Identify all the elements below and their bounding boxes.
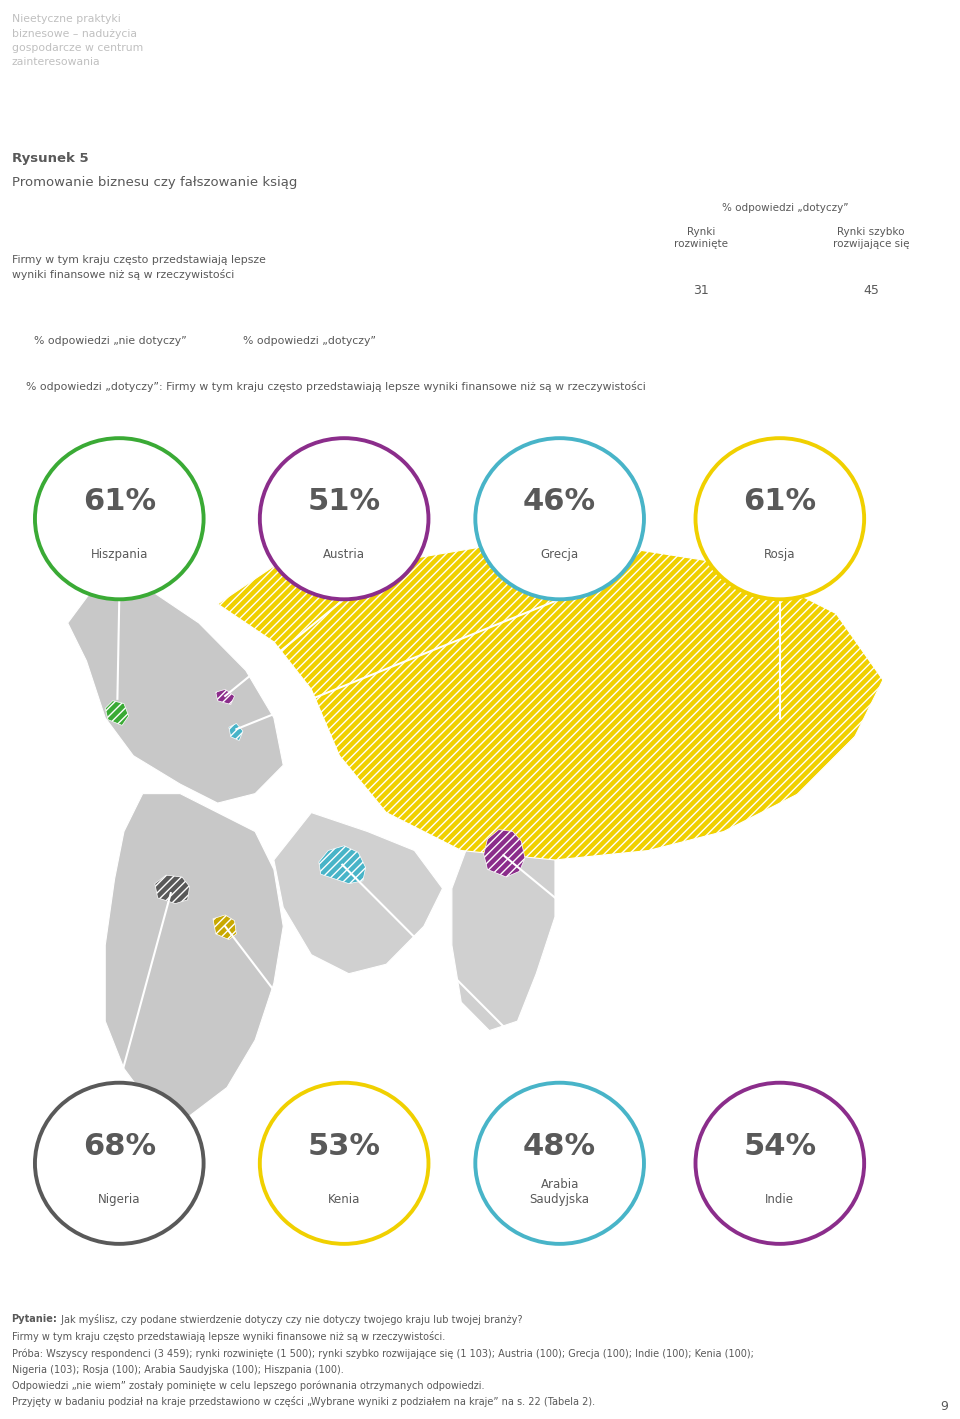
Text: % odpowiedzi „nie dotyczy”: % odpowiedzi „nie dotyczy” bbox=[34, 335, 186, 346]
Polygon shape bbox=[68, 585, 283, 803]
Text: Próba: Wszyscy respondenci (3 459); rynki rozwinięte (1 500); rynki szybko rozwi: Próba: Wszyscy respondenci (3 459); rynk… bbox=[12, 1348, 754, 1358]
Text: Rynki
rozwinięte: Rynki rozwinięte bbox=[674, 227, 728, 250]
Text: Rysunek 5: Rysunek 5 bbox=[12, 152, 88, 165]
Polygon shape bbox=[106, 793, 283, 1115]
Text: 45: 45 bbox=[863, 284, 879, 297]
Text: Nieetyczne praktyki
biznesowe – nadużycia
gospodarcze w centrum
zainteresowania: Nieetyczne praktyki biznesowe – nadużyci… bbox=[12, 14, 143, 67]
Text: 31: 31 bbox=[693, 284, 708, 297]
Text: Kenia: Kenia bbox=[328, 1193, 360, 1206]
Text: Firmy w tym kraju często przedstawiają lepsze
wyniki finansowe niż są w rzeczywi: Firmy w tym kraju często przedstawiają l… bbox=[12, 255, 265, 280]
Text: Promowanie biznesu czy fałszowanie ksiąg: Promowanie biznesu czy fałszowanie ksiąg bbox=[12, 176, 297, 189]
Text: Indie: Indie bbox=[765, 1193, 794, 1206]
Ellipse shape bbox=[695, 1083, 864, 1244]
Text: 51%: 51% bbox=[307, 487, 381, 517]
Text: 48%: 48% bbox=[523, 1132, 596, 1161]
Ellipse shape bbox=[475, 438, 644, 599]
Ellipse shape bbox=[475, 1083, 644, 1244]
Text: Grecja: Grecja bbox=[540, 548, 579, 562]
Ellipse shape bbox=[260, 438, 428, 599]
Text: Arabia
Saudyjska: Arabia Saudyjska bbox=[530, 1178, 589, 1206]
Text: 61%: 61% bbox=[83, 487, 156, 517]
Text: 46%: 46% bbox=[523, 487, 596, 517]
Text: 38: 38 bbox=[492, 282, 513, 298]
Polygon shape bbox=[228, 724, 243, 741]
Text: % odpowiedzi „dotyczy”: % odpowiedzi „dotyczy” bbox=[243, 335, 376, 346]
Text: % odpowiedzi „dotyczy”: % odpowiedzi „dotyczy” bbox=[722, 203, 848, 213]
Ellipse shape bbox=[260, 1083, 428, 1244]
Text: Przyjęty w badaniu podział na kraje przedstawiono w części „Wybrane wyniki z pod: Przyjęty w badaniu podział na kraje prze… bbox=[12, 1396, 594, 1408]
Ellipse shape bbox=[695, 438, 864, 599]
Polygon shape bbox=[216, 690, 234, 704]
Polygon shape bbox=[218, 548, 883, 860]
Text: 61%: 61% bbox=[743, 487, 816, 517]
Ellipse shape bbox=[35, 438, 204, 599]
Text: Austria: Austria bbox=[324, 548, 365, 562]
Text: Firmy w tym kraju często przedstawiają lepsze wyniki finansowe niż są w rzeczywi: Firmy w tym kraju często przedstawiają l… bbox=[12, 1331, 444, 1342]
Text: Hiszpania: Hiszpania bbox=[90, 548, 148, 562]
Text: Nigeria: Nigeria bbox=[98, 1193, 140, 1206]
Polygon shape bbox=[452, 813, 555, 1030]
Text: Rynki szybko
rozwijające się: Rynki szybko rozwijające się bbox=[833, 227, 909, 250]
Ellipse shape bbox=[35, 1083, 204, 1244]
Text: 27: 27 bbox=[396, 282, 418, 298]
Text: 9: 9 bbox=[941, 1401, 948, 1413]
Text: Jak myślisz, czy podane stwierdzenie dotyczy czy nie dotyczy twojego kraju lub t: Jak myślisz, czy podane stwierdzenie dot… bbox=[58, 1314, 522, 1325]
Polygon shape bbox=[274, 813, 443, 973]
Polygon shape bbox=[155, 876, 189, 904]
Polygon shape bbox=[319, 846, 366, 884]
Polygon shape bbox=[106, 701, 129, 725]
Polygon shape bbox=[213, 915, 236, 939]
Text: 53%: 53% bbox=[307, 1132, 381, 1161]
Text: Rosja: Rosja bbox=[764, 548, 796, 562]
Text: 54%: 54% bbox=[743, 1132, 816, 1161]
Text: Pytanie:: Pytanie: bbox=[12, 1314, 58, 1324]
Text: 68%: 68% bbox=[83, 1132, 156, 1161]
Text: Nigeria (103); Rosja (100); Arabia Saudyjska (100); Hiszpania (100).: Nigeria (103); Rosja (100); Arabia Saudy… bbox=[12, 1365, 344, 1375]
Text: Odpowiedzi „nie wiem” zostały pominięte w celu lepszego porównania otrzymanych o: Odpowiedzi „nie wiem” zostały pominięte … bbox=[12, 1381, 484, 1391]
Polygon shape bbox=[484, 830, 525, 877]
Text: % odpowiedzi „dotyczy”: Firmy w tym kraju często przedstawiają lepsze wyniki fin: % odpowiedzi „dotyczy”: Firmy w tym kraj… bbox=[26, 382, 645, 392]
